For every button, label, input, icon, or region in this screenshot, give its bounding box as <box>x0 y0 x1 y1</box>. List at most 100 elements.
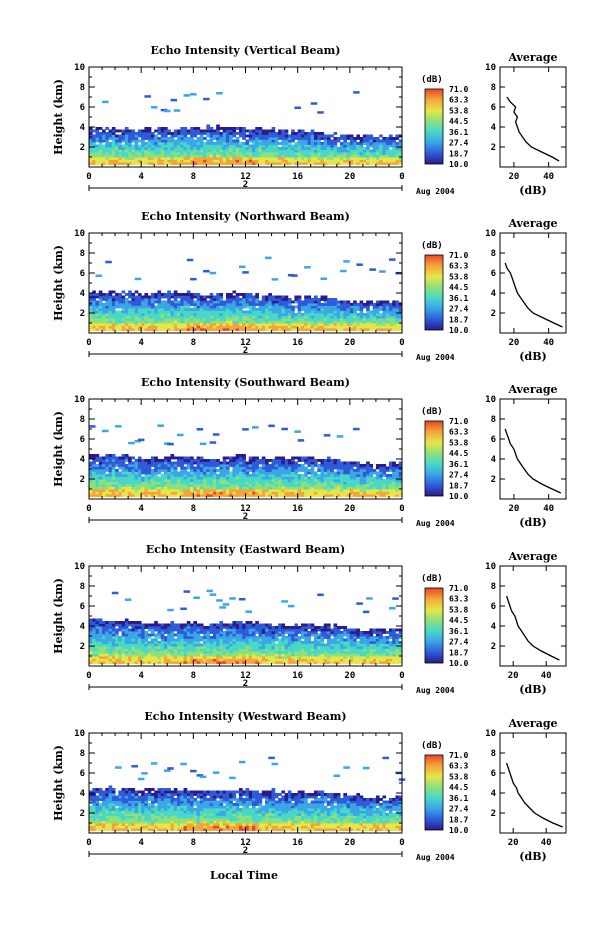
heatmap-cell <box>278 494 282 497</box>
heatmap-cell <box>160 651 165 654</box>
heatmap-cell <box>229 129 233 133</box>
heatmap-cell <box>89 464 93 467</box>
heatmap-cell <box>304 471 308 475</box>
heatmap-cell <box>199 129 204 133</box>
heatmap-cell <box>265 325 269 329</box>
heatmap-cell <box>343 154 347 158</box>
heatmap-cell <box>95 494 100 497</box>
heatmap-cell <box>173 466 178 470</box>
heatmap-cell <box>180 295 184 299</box>
heatmap-cell <box>121 295 126 299</box>
heatmap-cell <box>167 631 171 634</box>
heatmap-cell <box>150 481 155 485</box>
heatmap-cell <box>128 159 132 163</box>
heatmap-cell <box>346 461 351 465</box>
heatmap-cell <box>177 623 181 627</box>
heatmap-cell <box>235 159 240 163</box>
heatmap-cell <box>108 459 113 462</box>
heatmap-cell <box>336 474 341 477</box>
heatmap-cell <box>105 295 109 299</box>
heatmap-cell <box>225 494 230 497</box>
heatmap-cell <box>232 479 237 482</box>
heatmap-cell <box>180 459 184 462</box>
heatmap-cell <box>229 459 233 462</box>
heatmap-cell <box>131 486 136 490</box>
heatmap-cell <box>144 471 149 475</box>
heatmap-cell <box>385 162 390 165</box>
heatmap-cell <box>278 469 282 472</box>
heatmap-cell <box>343 300 347 304</box>
heatmap-cell <box>212 310 217 314</box>
heatmap-cell <box>183 300 188 304</box>
heatmap-cell <box>219 489 224 492</box>
heatmap-cell <box>216 298 220 301</box>
heatmap-cell <box>183 648 188 652</box>
heatmap-cell <box>95 293 100 296</box>
heatmap-cell <box>271 147 276 150</box>
heatmap-cell <box>232 484 237 487</box>
heatmap-cell <box>392 486 396 490</box>
heatmap-cell <box>141 479 145 482</box>
heatmap-cell <box>121 152 126 155</box>
heatmap-cell <box>89 134 93 138</box>
heatmap-cell <box>362 152 367 155</box>
heatmap-cell <box>118 494 122 497</box>
heatmap-cell <box>186 303 191 306</box>
heatmap-cell <box>219 303 224 306</box>
heatmap-cell <box>222 159 227 163</box>
heatmap-cell <box>265 471 269 475</box>
heatmap-cell <box>219 142 224 145</box>
heatmap-cell <box>177 656 181 659</box>
heatmap-cell <box>294 476 299 480</box>
heatmap-cell <box>281 469 286 472</box>
heatmap-cell <box>111 456 116 460</box>
heatmap-cell <box>297 159 302 163</box>
heatmap-cell <box>150 658 155 662</box>
heatmap-cell <box>105 646 109 649</box>
heatmap-cell <box>111 320 116 324</box>
heatmap-cell <box>199 486 204 490</box>
heatmap-cell <box>111 328 116 331</box>
heatmap-cell <box>92 157 96 160</box>
heatmap-cell <box>180 313 184 316</box>
heatmap-cell <box>291 300 295 304</box>
average-profile-line <box>504 428 562 494</box>
heatmap-cell <box>310 486 315 490</box>
heatmap-cell <box>294 149 299 153</box>
heatmap-cell <box>362 489 367 492</box>
heatmap-cell <box>258 142 263 145</box>
heatmap-cell <box>170 162 175 165</box>
heatmap-cell <box>229 323 233 326</box>
heatmap-cell <box>115 479 119 482</box>
heatmap-cell <box>95 459 100 462</box>
heatmap-cell <box>154 471 158 475</box>
heatmap-cell <box>274 303 279 306</box>
heatmap-cell <box>238 154 243 158</box>
heatmap-cell <box>154 636 158 639</box>
heatmap-cell <box>219 491 224 495</box>
heatmap-cell <box>173 154 178 158</box>
heatmap-cell <box>340 313 344 316</box>
heatmap-cell <box>372 471 377 475</box>
heatmap-cell <box>323 139 328 143</box>
heatmap-cell <box>398 469 403 472</box>
heatmap-cell <box>177 638 181 642</box>
heatmap-cell <box>274 154 279 158</box>
x-tick-label: 0 <box>86 172 91 182</box>
heatmap-cell <box>366 310 370 314</box>
heatmap-cell <box>95 315 100 319</box>
heatmap-cell <box>160 147 165 150</box>
heatmap-cell <box>235 328 240 331</box>
heatmap-cell <box>183 295 188 299</box>
heatmap-cell <box>343 466 347 470</box>
heatmap-cell <box>398 139 403 143</box>
heatmap-cell <box>203 159 207 163</box>
heatmap-cell <box>225 303 230 306</box>
heatmap-cell <box>245 149 250 153</box>
heatmap-cell <box>128 293 132 296</box>
heatmap-cell <box>235 471 240 475</box>
heatmap-cell <box>190 461 194 465</box>
heatmap-cell <box>268 471 272 475</box>
heatmap-cell <box>154 315 158 319</box>
heatmap-cell <box>398 320 403 324</box>
